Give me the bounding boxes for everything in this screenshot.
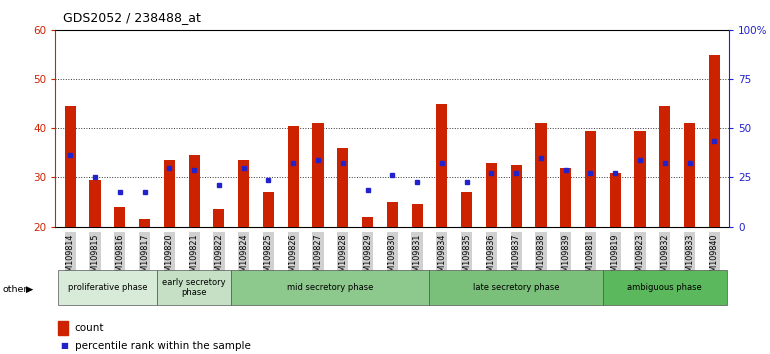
- Bar: [585, 131, 596, 227]
- Text: count: count: [75, 323, 104, 333]
- Text: GDS2052 / 238488_at: GDS2052 / 238488_at: [63, 11, 201, 24]
- Bar: [437, 104, 447, 227]
- FancyBboxPatch shape: [157, 270, 231, 306]
- FancyBboxPatch shape: [430, 270, 603, 306]
- Bar: [65, 106, 76, 227]
- Bar: [238, 160, 249, 227]
- Text: ▶: ▶: [26, 285, 33, 294]
- Bar: [708, 55, 720, 227]
- Text: percentile rank within the sample: percentile rank within the sample: [75, 341, 250, 350]
- Text: ■: ■: [60, 341, 68, 350]
- Bar: [213, 209, 225, 227]
- Text: mid secretory phase: mid secretory phase: [287, 283, 373, 292]
- Bar: [610, 172, 621, 227]
- Bar: [89, 180, 101, 227]
- Bar: [263, 192, 274, 227]
- Bar: [313, 124, 323, 227]
- Text: late secretory phase: late secretory phase: [473, 283, 560, 292]
- Bar: [337, 148, 348, 227]
- Bar: [634, 131, 645, 227]
- Bar: [139, 219, 150, 227]
- Text: ambiguous phase: ambiguous phase: [628, 283, 702, 292]
- Bar: [511, 165, 522, 227]
- FancyBboxPatch shape: [231, 270, 430, 306]
- Bar: [684, 124, 695, 227]
- Text: early secretory
phase: early secretory phase: [162, 278, 226, 297]
- Bar: [535, 124, 547, 227]
- FancyBboxPatch shape: [58, 270, 157, 306]
- Bar: [560, 167, 571, 227]
- Bar: [387, 202, 398, 227]
- Bar: [114, 207, 126, 227]
- Bar: [362, 217, 373, 227]
- Bar: [411, 205, 423, 227]
- FancyBboxPatch shape: [603, 270, 727, 306]
- Bar: [189, 155, 199, 227]
- Bar: [164, 160, 175, 227]
- Bar: [288, 126, 299, 227]
- Bar: [659, 106, 671, 227]
- Text: proliferative phase: proliferative phase: [68, 283, 147, 292]
- Bar: [461, 192, 472, 227]
- Text: other: other: [2, 285, 28, 294]
- Bar: [486, 163, 497, 227]
